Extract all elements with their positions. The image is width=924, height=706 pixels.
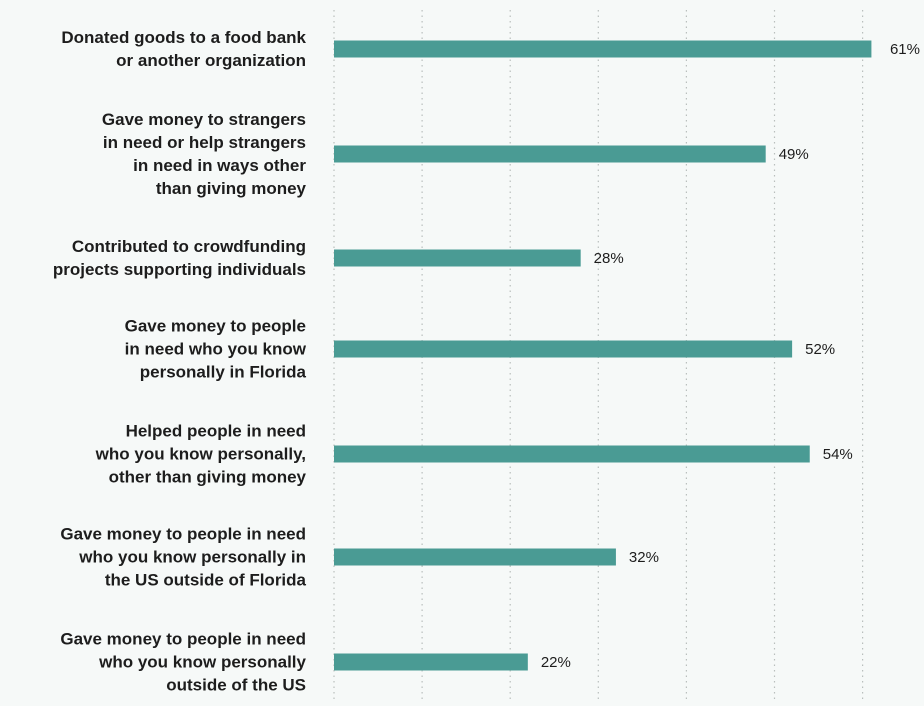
category-label-1: Gave money to strangers in need or help … [101, 110, 306, 198]
value-label-6: 22% [541, 654, 571, 671]
category-label-3: Gave money to people in need who you kno… [124, 316, 306, 382]
bar-3 [334, 340, 793, 358]
bar-0 [334, 40, 872, 58]
value-label-4: 54% [823, 446, 853, 463]
bar-5 [334, 548, 616, 566]
category-label-0: Donated goods to a food bank or another … [61, 28, 306, 70]
value-label-1: 49% [779, 146, 809, 163]
category-label-2: Contributed to crowdfunding projects sup… [52, 237, 306, 279]
category-label-4: Helped people in need who you know perso… [95, 421, 306, 487]
bar-2 [334, 249, 581, 267]
bar-4 [334, 445, 810, 463]
category-label-5: Gave money to people in need who you kno… [60, 524, 306, 590]
value-label-0: 61% [890, 41, 920, 58]
bar-6 [334, 653, 528, 671]
value-label-2: 28% [594, 250, 624, 267]
value-label-3: 52% [805, 341, 835, 358]
value-label-5: 32% [629, 549, 659, 566]
bar-1 [334, 145, 766, 163]
category-label-6: Gave money to people in need who you kno… [60, 629, 306, 695]
